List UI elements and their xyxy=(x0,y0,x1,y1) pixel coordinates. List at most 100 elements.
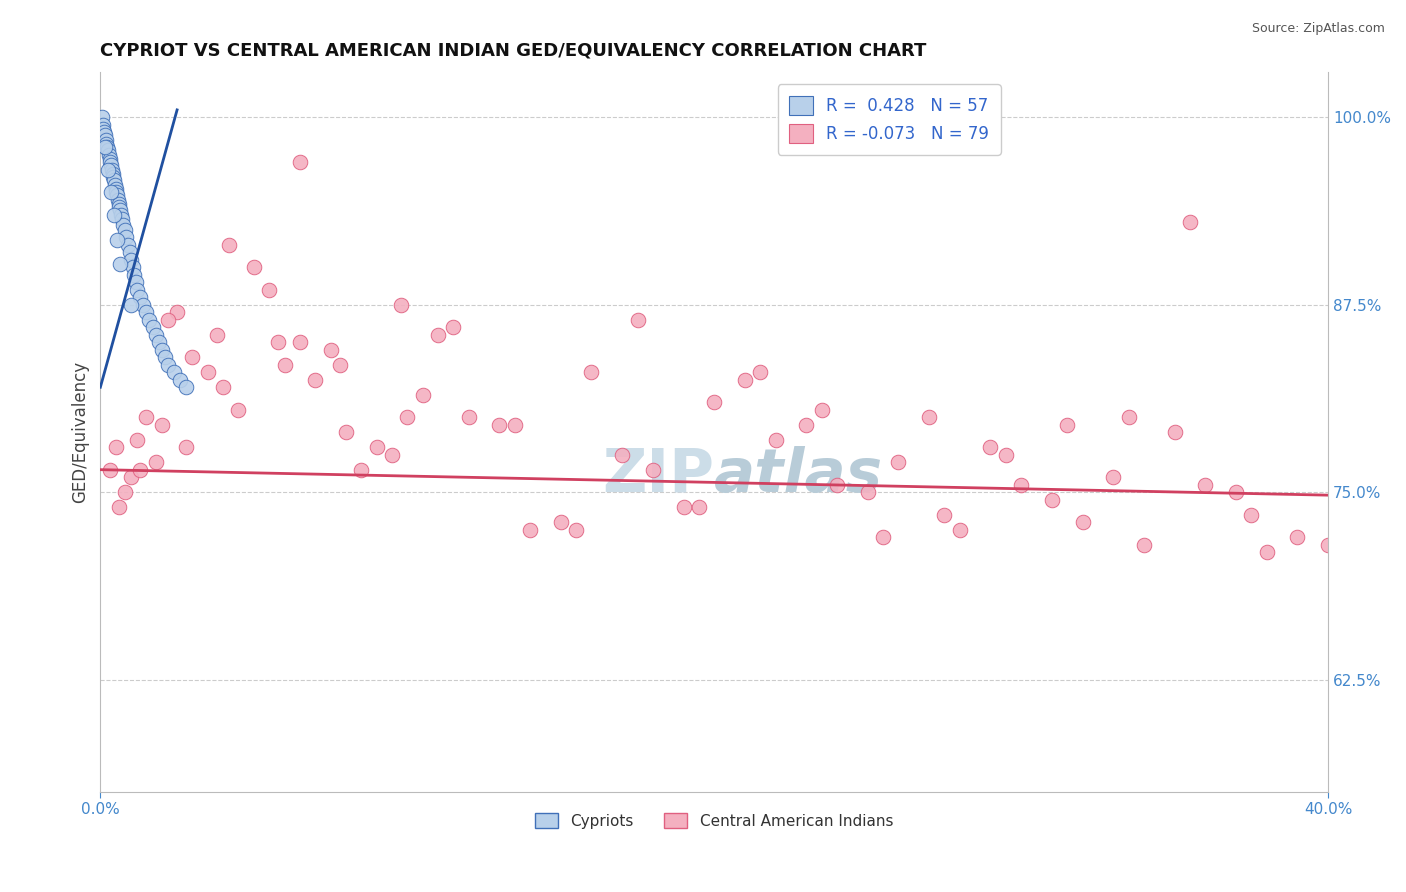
Point xyxy=(163,365,186,379)
Point xyxy=(103,170,125,185)
Point xyxy=(100,186,122,200)
Point xyxy=(97,148,120,162)
Point xyxy=(994,448,1017,462)
Point xyxy=(104,182,127,196)
Point xyxy=(205,327,228,342)
Point xyxy=(98,155,121,169)
Point xyxy=(243,260,266,275)
Point xyxy=(94,128,117,143)
Point xyxy=(176,380,198,394)
Point xyxy=(1118,410,1140,425)
Point xyxy=(1286,530,1309,544)
Point xyxy=(565,523,588,537)
Point xyxy=(101,162,124,177)
Point xyxy=(366,440,388,454)
Point xyxy=(107,193,129,207)
Point xyxy=(97,144,120,158)
Point xyxy=(104,178,127,192)
Point xyxy=(129,463,152,477)
Point xyxy=(228,402,250,417)
Text: Source: ZipAtlas.com: Source: ZipAtlas.com xyxy=(1251,22,1385,36)
Point xyxy=(114,223,136,237)
Point xyxy=(120,252,142,267)
Point xyxy=(148,335,170,350)
Point xyxy=(626,312,648,326)
Point xyxy=(519,523,541,537)
Point xyxy=(96,140,118,154)
Point xyxy=(197,365,219,379)
Point xyxy=(641,463,664,477)
Point xyxy=(122,268,145,282)
Point xyxy=(267,335,290,350)
Point xyxy=(350,463,373,477)
Point xyxy=(288,155,311,169)
Point xyxy=(110,257,132,271)
Legend: Cypriots, Central American Indians: Cypriots, Central American Indians xyxy=(529,806,900,835)
Point xyxy=(127,283,149,297)
Point xyxy=(121,260,143,275)
Point xyxy=(1056,417,1078,432)
Point xyxy=(934,508,956,522)
Point xyxy=(166,305,188,319)
Point xyxy=(145,455,167,469)
Point xyxy=(218,237,240,252)
Point xyxy=(156,312,179,326)
Point xyxy=(98,463,121,477)
Point xyxy=(887,455,910,469)
Point xyxy=(104,440,127,454)
Point xyxy=(319,343,342,357)
Point xyxy=(457,410,479,425)
Point xyxy=(150,417,173,432)
Point xyxy=(581,365,603,379)
Point xyxy=(1071,515,1094,529)
Point xyxy=(1163,425,1185,440)
Point xyxy=(103,208,125,222)
Point xyxy=(734,373,756,387)
Point xyxy=(1010,477,1032,491)
Point xyxy=(153,350,176,364)
Point xyxy=(1240,508,1263,522)
Point xyxy=(105,186,128,200)
Point xyxy=(145,327,167,342)
Point xyxy=(949,523,972,537)
Point xyxy=(93,125,115,139)
Text: CYPRIOT VS CENTRAL AMERICAN INDIAN GED/EQUIVALENCY CORRELATION CHART: CYPRIOT VS CENTRAL AMERICAN INDIAN GED/E… xyxy=(100,42,927,60)
Point xyxy=(810,402,832,417)
Y-axis label: GED/Equivalency: GED/Equivalency xyxy=(72,361,89,503)
Point xyxy=(93,122,115,136)
Point xyxy=(115,230,138,244)
Point xyxy=(381,448,404,462)
Point xyxy=(749,365,772,379)
Point xyxy=(396,410,419,425)
Point xyxy=(112,219,135,233)
Point xyxy=(688,500,710,515)
Point xyxy=(794,417,817,432)
Point xyxy=(441,320,464,334)
Point xyxy=(129,290,152,304)
Point xyxy=(181,350,204,364)
Point xyxy=(503,417,526,432)
Point xyxy=(288,335,311,350)
Point xyxy=(412,388,434,402)
Point xyxy=(117,237,139,252)
Point xyxy=(1256,545,1278,559)
Point xyxy=(94,133,117,147)
Point xyxy=(120,298,142,312)
Point xyxy=(101,167,124,181)
Point xyxy=(97,162,120,177)
Point xyxy=(389,298,412,312)
Point xyxy=(110,203,132,218)
Point xyxy=(304,373,326,387)
Point xyxy=(103,173,125,187)
Point xyxy=(108,200,131,214)
Point xyxy=(257,283,280,297)
Text: atlas: atlas xyxy=(714,446,883,505)
Point xyxy=(335,425,357,440)
Point xyxy=(91,118,114,132)
Point xyxy=(825,477,848,491)
Point xyxy=(107,500,129,515)
Point xyxy=(150,343,173,357)
Point xyxy=(141,320,163,334)
Point xyxy=(90,111,112,125)
Point xyxy=(329,358,352,372)
